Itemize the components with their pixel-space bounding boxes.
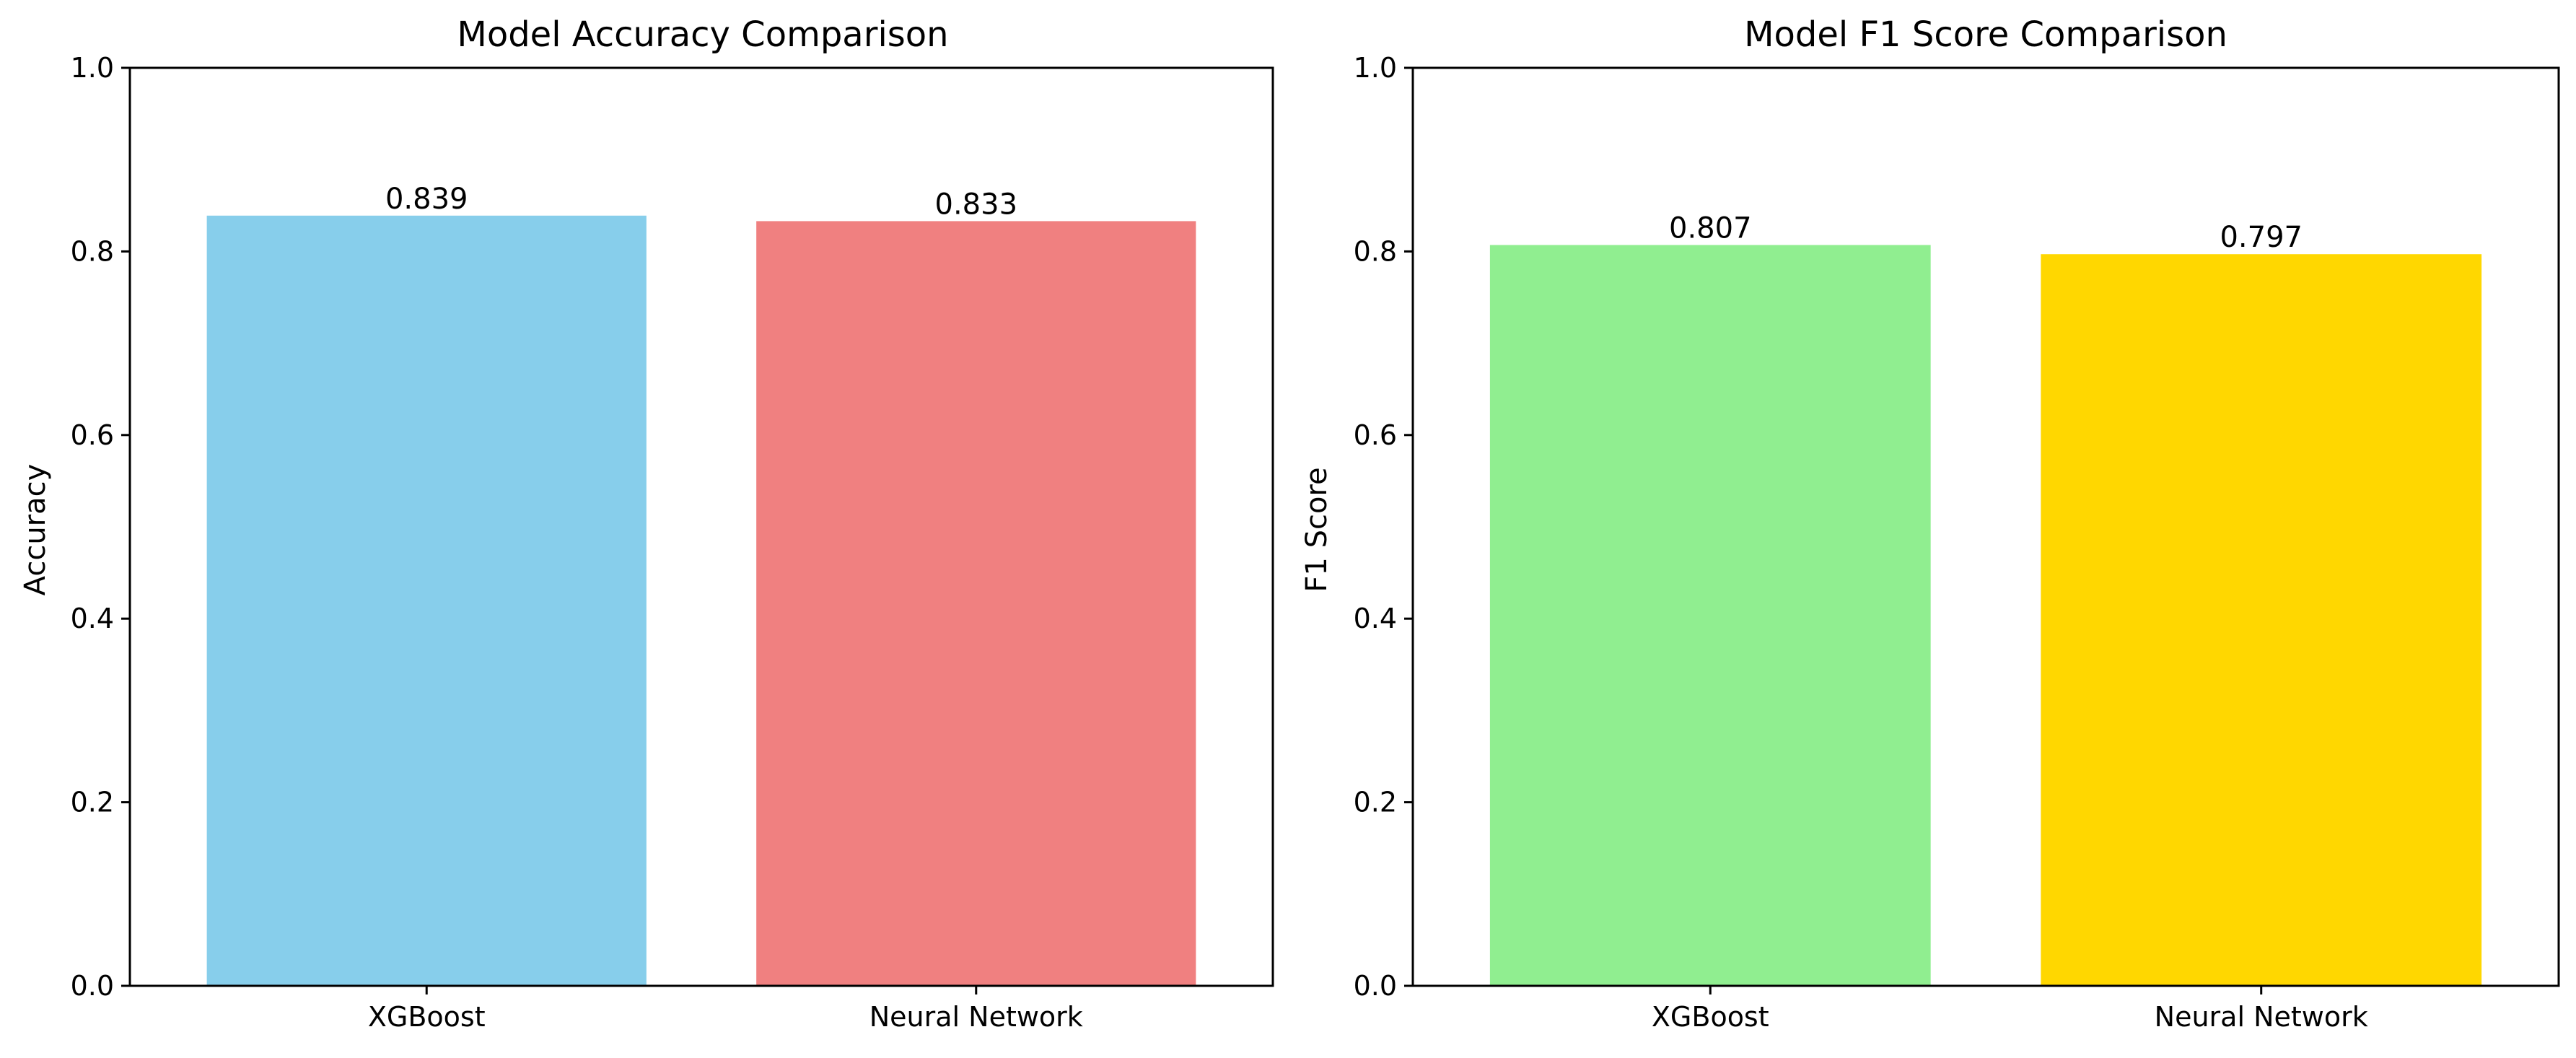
accuracy-x-tick-label-1: Neural Network bbox=[869, 1001, 1083, 1033]
f1-x-tick-label-1: Neural Network bbox=[2155, 1001, 2368, 1033]
accuracy-y-tick-label-4: 0.8 bbox=[71, 235, 114, 267]
accuracy-value-label-1: 0.833 bbox=[935, 188, 1018, 221]
f1-bar-0 bbox=[1489, 245, 1931, 987]
f1-bar-1 bbox=[2041, 254, 2482, 986]
f1-value-label-0: 0.807 bbox=[1669, 211, 1752, 245]
f1-x-ticks: XGBoost Neural Network bbox=[1652, 986, 2368, 1033]
accuracy-y-tick-label-0: 0.0 bbox=[71, 970, 114, 1002]
accuracy-y-tick-label-1: 0.2 bbox=[71, 787, 114, 818]
accuracy-bars bbox=[206, 215, 1196, 986]
accuracy-bar-0 bbox=[206, 215, 647, 986]
accuracy-y-axis-label: Accuracy bbox=[19, 464, 52, 596]
accuracy-value-labels: 0.839 0.833 bbox=[385, 183, 1017, 222]
f1-y-tick-label-2: 0.4 bbox=[1354, 603, 1397, 634]
f1-y-tick-label-4: 0.8 bbox=[1354, 235, 1397, 267]
accuracy-y-ticks: 0.0 0.2 0.4 0.6 0.8 1.0 bbox=[71, 52, 130, 1002]
f1-y-tick-label-5: 1.0 bbox=[1354, 52, 1397, 84]
f1-y-tick-label-0: 0.0 bbox=[1354, 970, 1397, 1002]
accuracy-plot-frame bbox=[128, 66, 1274, 987]
f1-bars bbox=[1489, 245, 2482, 987]
accuracy-x-ticks: XGBoost Neural Network bbox=[368, 986, 1083, 1033]
accuracy-y-tick-label-3: 0.6 bbox=[71, 419, 114, 451]
accuracy-value-label-0: 0.839 bbox=[385, 183, 468, 216]
f1-y-ticks: 0.0 0.2 0.4 0.6 0.8 1.0 bbox=[1354, 52, 1413, 1002]
f1-y-axis-label: F1 Score bbox=[1300, 467, 1333, 592]
f1-y-tick-label-1: 0.2 bbox=[1354, 787, 1397, 818]
accuracy-x-tick-label-0: XGBoost bbox=[368, 1001, 486, 1033]
f1-x-tick-label-0: XGBoost bbox=[1652, 1001, 1769, 1033]
accuracy-bar-1 bbox=[756, 221, 1196, 986]
f1-chart-title: Model F1 Score Comparison bbox=[1744, 14, 2227, 55]
f1-chart-panel: Model F1 Score Comparison F1 Score 0.807… bbox=[1300, 14, 2560, 1033]
accuracy-chart-panel: Model Accuracy Comparison Accuracy 0.839… bbox=[19, 14, 1274, 1033]
f1-y-tick-label-3: 0.6 bbox=[1354, 419, 1397, 451]
f1-value-labels: 0.807 0.797 bbox=[1669, 211, 2303, 254]
f1-value-label-1: 0.797 bbox=[2220, 221, 2303, 254]
accuracy-y-tick-label-5: 1.0 bbox=[71, 52, 114, 84]
accuracy-chart-title: Model Accuracy Comparison bbox=[457, 14, 948, 55]
f1-plot-frame bbox=[1411, 66, 2560, 987]
accuracy-y-tick-label-2: 0.4 bbox=[71, 603, 114, 634]
